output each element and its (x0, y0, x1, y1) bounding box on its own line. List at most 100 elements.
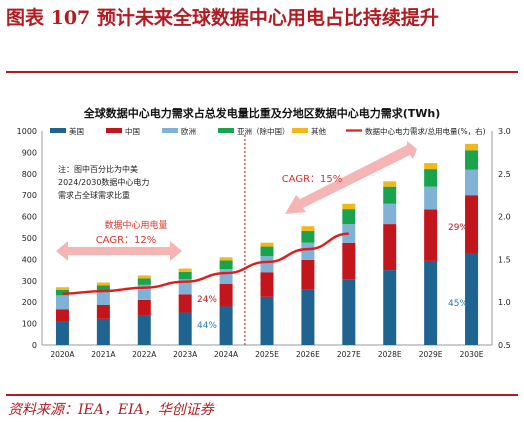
x-tick-label: 2021A (91, 350, 116, 359)
cagr-left-arrow (56, 241, 182, 261)
bar-segment (342, 279, 356, 345)
pct-us-2030: 45% (448, 299, 468, 309)
bar-segment (301, 242, 315, 260)
bar-segment (260, 272, 274, 297)
y-tick-label: 100 (22, 320, 37, 329)
bar-segment (96, 282, 110, 286)
x-tick-label: 2022A (132, 350, 157, 359)
legend-swatch (50, 128, 66, 133)
y2-tick-label: 3.0 (498, 127, 511, 136)
note-line: 注：图中百分比为中美 (58, 164, 138, 174)
bar-segment (260, 246, 274, 257)
pct-china-2030: 29% (448, 223, 468, 233)
bar-segment (465, 169, 479, 196)
legend-label: 数据中心电力需求/总用电量(%，右) (365, 126, 486, 136)
bar-segment (178, 271, 192, 280)
y2-tick-label: 2.0 (498, 213, 511, 222)
x-tick-label: 2030E (460, 350, 484, 359)
bar-segment (96, 291, 110, 305)
pct-china-2024: 24% (197, 295, 217, 305)
bar-segment (424, 163, 438, 170)
cagr-right-value: CAGR：15% (282, 174, 343, 185)
bar-segment (342, 209, 356, 225)
bar-segment (424, 260, 438, 345)
source-rule (6, 394, 518, 396)
y2-tick-label: 1.5 (498, 255, 511, 264)
y-tick-label: 900 (22, 148, 37, 157)
bar-segment (219, 260, 233, 270)
x-tick-label: 2020A (50, 350, 75, 359)
y2-tick-label: 2.5 (498, 170, 511, 179)
bar-segment (96, 285, 110, 292)
y-tick-label: 300 (22, 277, 37, 286)
legend-swatch (218, 128, 234, 133)
bar-segment (465, 252, 479, 345)
figure-title: 图表 107 预计未来全球数据中心用电占比持续提升 (6, 7, 439, 29)
bar-segment (219, 306, 233, 345)
note-line: 2024/2030数据中心电力 (58, 177, 149, 187)
bar-segment (137, 315, 151, 345)
x-tick-label: 2028E (378, 350, 402, 359)
legend-swatch (162, 128, 178, 133)
annotations: 注：图中百分比为中美 2024/2030数据中心电力需求占全球需求比重数据中心用电… (56, 135, 468, 345)
bar-segment (260, 256, 274, 273)
x-tick-label: 2025E (255, 350, 279, 359)
cagr-right-arrow (285, 141, 417, 214)
bar-segment (383, 181, 397, 187)
bar-segment (301, 289, 315, 345)
bar-segment (424, 169, 438, 187)
bar-segment (219, 269, 233, 285)
bar-segment (465, 143, 479, 151)
bar-segment (301, 230, 315, 243)
source-note: 资料来源：IEA，EIA，华创证券 (8, 402, 214, 418)
bar-segment (219, 284, 233, 307)
bar-segment (137, 275, 151, 279)
y-tick-label: 0 (32, 341, 37, 350)
bar-segment (178, 312, 192, 345)
bar-segment (55, 309, 69, 322)
bar-segment (424, 186, 438, 210)
legend-label: 亚洲（除中国） (237, 126, 290, 136)
x-tick-label: 2026E (296, 350, 320, 359)
legend-label: 欧洲 (181, 126, 196, 136)
x-tick-label: 2029E (419, 350, 443, 359)
bar-segment (260, 242, 274, 247)
y-tick-label: 600 (22, 213, 37, 222)
bar-segment (424, 209, 438, 261)
bar-segment (383, 203, 397, 225)
y-tick-label: 500 (22, 234, 37, 243)
bar-segment (55, 295, 69, 310)
bar-segment (465, 195, 479, 253)
y-tick-label: 800 (22, 170, 37, 179)
bar-segment (383, 270, 397, 345)
x-tick-label: 2024A (214, 350, 239, 359)
bar-segment (137, 299, 151, 316)
share-line-path (62, 232, 349, 295)
legend-label: 中国 (125, 126, 140, 136)
bar-segment (219, 257, 233, 261)
chart-title: 全球数据中心电力需求占总发电量比重及分地区数据中心电力需求(TWh) (83, 106, 441, 120)
bar-segment (178, 268, 192, 272)
legend-swatch (106, 128, 122, 133)
bar-segment (55, 287, 69, 291)
y2-tick-label: 1.0 (498, 298, 511, 307)
bar-segment (465, 150, 479, 170)
y2-tick-label: 0.5 (498, 341, 511, 350)
y-tick-label: 200 (22, 298, 37, 307)
cagr-left-value: CAGR：12% (96, 235, 157, 246)
note-line: 需求占全球需求比重 (58, 190, 130, 200)
bar-segment (301, 259, 315, 290)
legend-label: 美国 (69, 126, 84, 136)
legend: 美国 中国 欧洲 亚洲（除中国） 其他 数据中心电力需求/总用电量(%，右) (50, 126, 486, 136)
bar-segment (383, 186, 397, 204)
title-rule (6, 71, 518, 73)
bar-segment (55, 321, 69, 345)
bar-segment (260, 296, 274, 345)
bar-segment (96, 318, 110, 345)
y-tick-label: 700 (22, 191, 37, 200)
bar-segment (96, 304, 110, 319)
share-line (62, 232, 349, 295)
x-tick-label: 2023A (173, 350, 198, 359)
legend-label: 其他 (311, 126, 326, 136)
